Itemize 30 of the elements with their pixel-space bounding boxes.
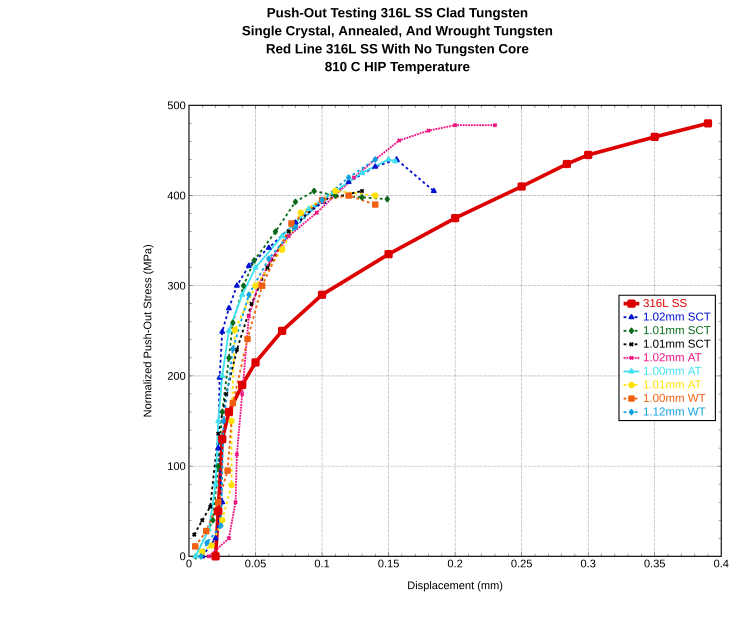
y-tick-label: 400 xyxy=(168,192,186,200)
x-tick-label: 0 xyxy=(186,560,192,568)
legend-label: 1.02mm SCT xyxy=(644,312,711,321)
y-axis-title: Normalized Push-Out Stress (MPa) xyxy=(143,244,154,416)
chart-title: Push-Out Testing 316L SS Clad Tungsten xyxy=(268,8,528,20)
legend-label: 1.01mm SCT xyxy=(644,340,711,348)
y-tick-label: 200 xyxy=(168,372,186,380)
legend-label: 1.00mm WT xyxy=(644,394,706,402)
legend-label: 316L SS xyxy=(643,298,687,308)
x-tick-label: 0.15 xyxy=(378,560,399,568)
x-tick-label: 0.25 xyxy=(511,560,532,568)
legend-label: 1.01mm SCT xyxy=(644,326,711,334)
x-tick-label: 0.3 xyxy=(580,560,596,568)
legend-label: 1.00mm AT xyxy=(644,366,702,375)
x-axis-title: Displacement (mm) xyxy=(408,581,502,592)
x-tick-label: 0.35 xyxy=(644,560,665,568)
y-tick-label: 100 xyxy=(168,462,186,470)
x-tick-label: 0.05 xyxy=(245,560,266,568)
text: Red Line 316L SS With No Tungsten Core xyxy=(266,44,528,56)
text: 810 C HIP Temperature xyxy=(325,62,470,74)
x-tick-label: 0.2 xyxy=(448,560,462,568)
legend-label: 1.12mm WT xyxy=(644,407,706,416)
legend-label: 1.01mm AT xyxy=(644,380,702,388)
x-tick-label: 0.4 xyxy=(714,560,729,568)
chart-subtitle: Single Crystal, Annealed, And Wrought Tungsten xyxy=(242,26,552,38)
y-tick-label: 0 xyxy=(180,552,186,560)
x-tick-label: 0.1 xyxy=(314,560,330,568)
legend-label: 1.02mm AT xyxy=(644,353,702,362)
y-tick-label: 500 xyxy=(168,101,186,110)
y-tick-label: 300 xyxy=(168,282,186,290)
